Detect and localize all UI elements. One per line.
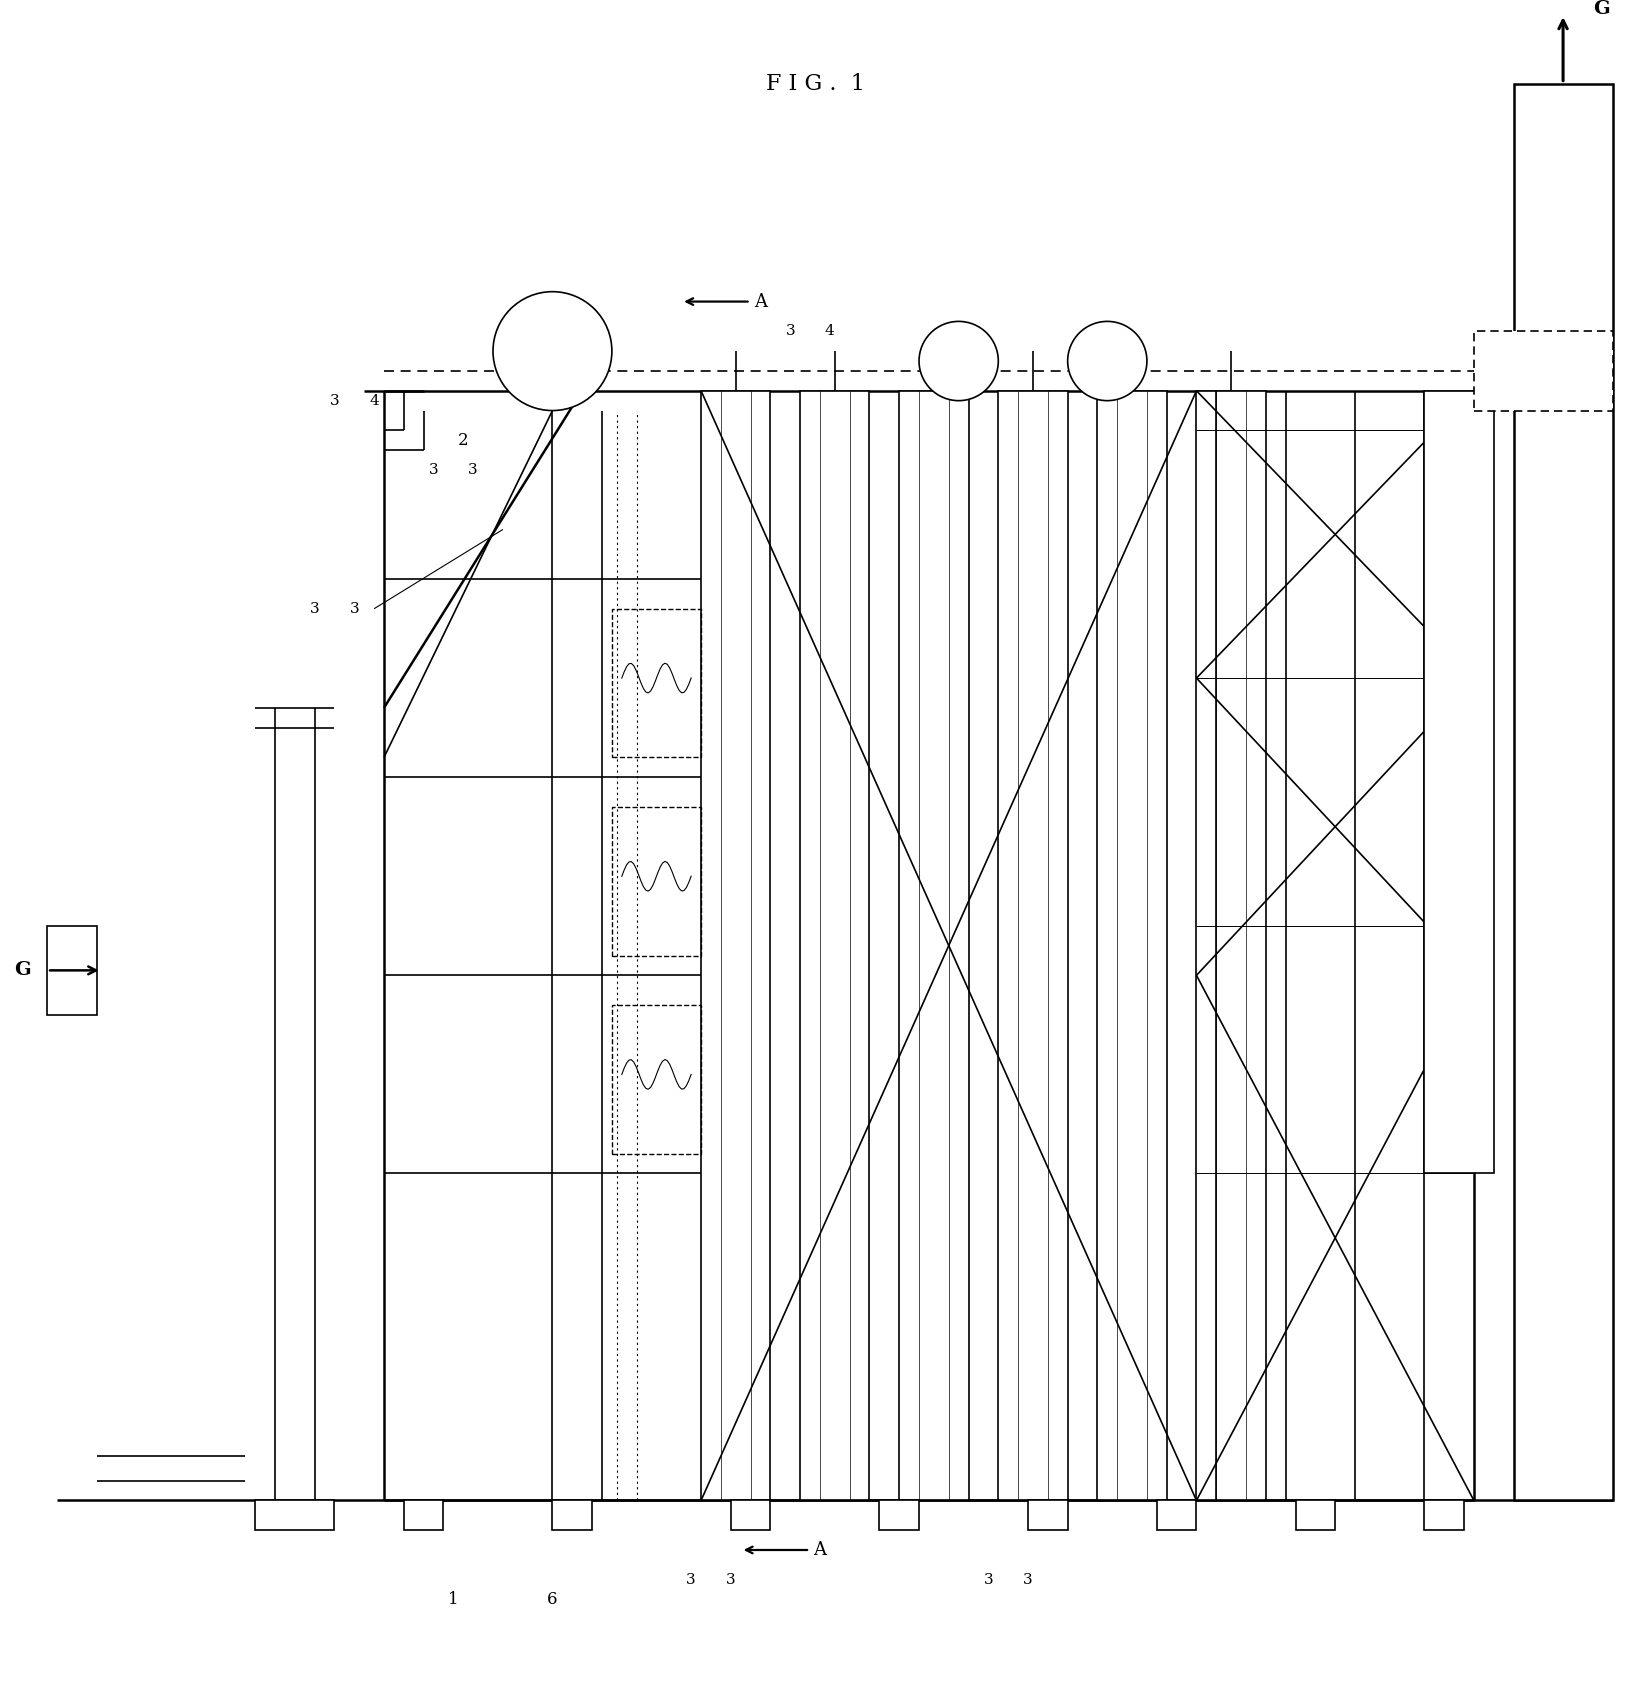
Bar <box>800 391 869 1501</box>
Bar <box>611 808 701 955</box>
Bar <box>611 1005 701 1154</box>
Bar <box>1474 332 1612 411</box>
Bar <box>898 391 968 1501</box>
Text: 3: 3 <box>468 462 478 478</box>
Text: 3: 3 <box>349 602 359 615</box>
Text: G: G <box>15 962 31 979</box>
Text: A: A <box>813 1540 826 1559</box>
Text: 6: 6 <box>546 1591 557 1608</box>
Text: 4: 4 <box>368 394 378 408</box>
Text: 3: 3 <box>786 325 794 338</box>
Bar <box>47 927 96 1015</box>
Bar <box>1423 1501 1464 1530</box>
Bar <box>404 1501 443 1530</box>
Bar <box>1097 391 1165 1501</box>
Text: 1: 1 <box>448 1591 458 1608</box>
Text: 3: 3 <box>329 394 339 408</box>
Circle shape <box>1068 321 1146 401</box>
Text: G: G <box>1593 0 1609 19</box>
Bar <box>1196 391 1265 1501</box>
Text: 3: 3 <box>686 1572 696 1586</box>
Text: 3: 3 <box>1022 1572 1032 1586</box>
Bar <box>1423 391 1493 1173</box>
Bar <box>998 391 1068 1501</box>
Bar <box>1294 1501 1335 1530</box>
Bar <box>553 1501 592 1530</box>
Text: 3: 3 <box>983 1572 993 1586</box>
Bar <box>1027 1501 1068 1530</box>
Bar <box>611 609 701 756</box>
Bar <box>1156 1501 1196 1530</box>
Bar <box>701 391 769 1501</box>
Text: 2: 2 <box>458 432 468 449</box>
Text: A: A <box>753 292 766 311</box>
Text: F I G .  1: F I G . 1 <box>764 73 864 95</box>
Text: 4: 4 <box>825 325 835 338</box>
Bar <box>1513 83 1612 1501</box>
Text: 3: 3 <box>725 1572 735 1586</box>
Bar <box>730 1501 769 1530</box>
Text: 3: 3 <box>310 602 319 615</box>
Circle shape <box>918 321 998 401</box>
Text: 3: 3 <box>429 462 438 478</box>
Bar <box>879 1501 918 1530</box>
Circle shape <box>492 292 611 411</box>
Bar <box>254 1501 334 1530</box>
